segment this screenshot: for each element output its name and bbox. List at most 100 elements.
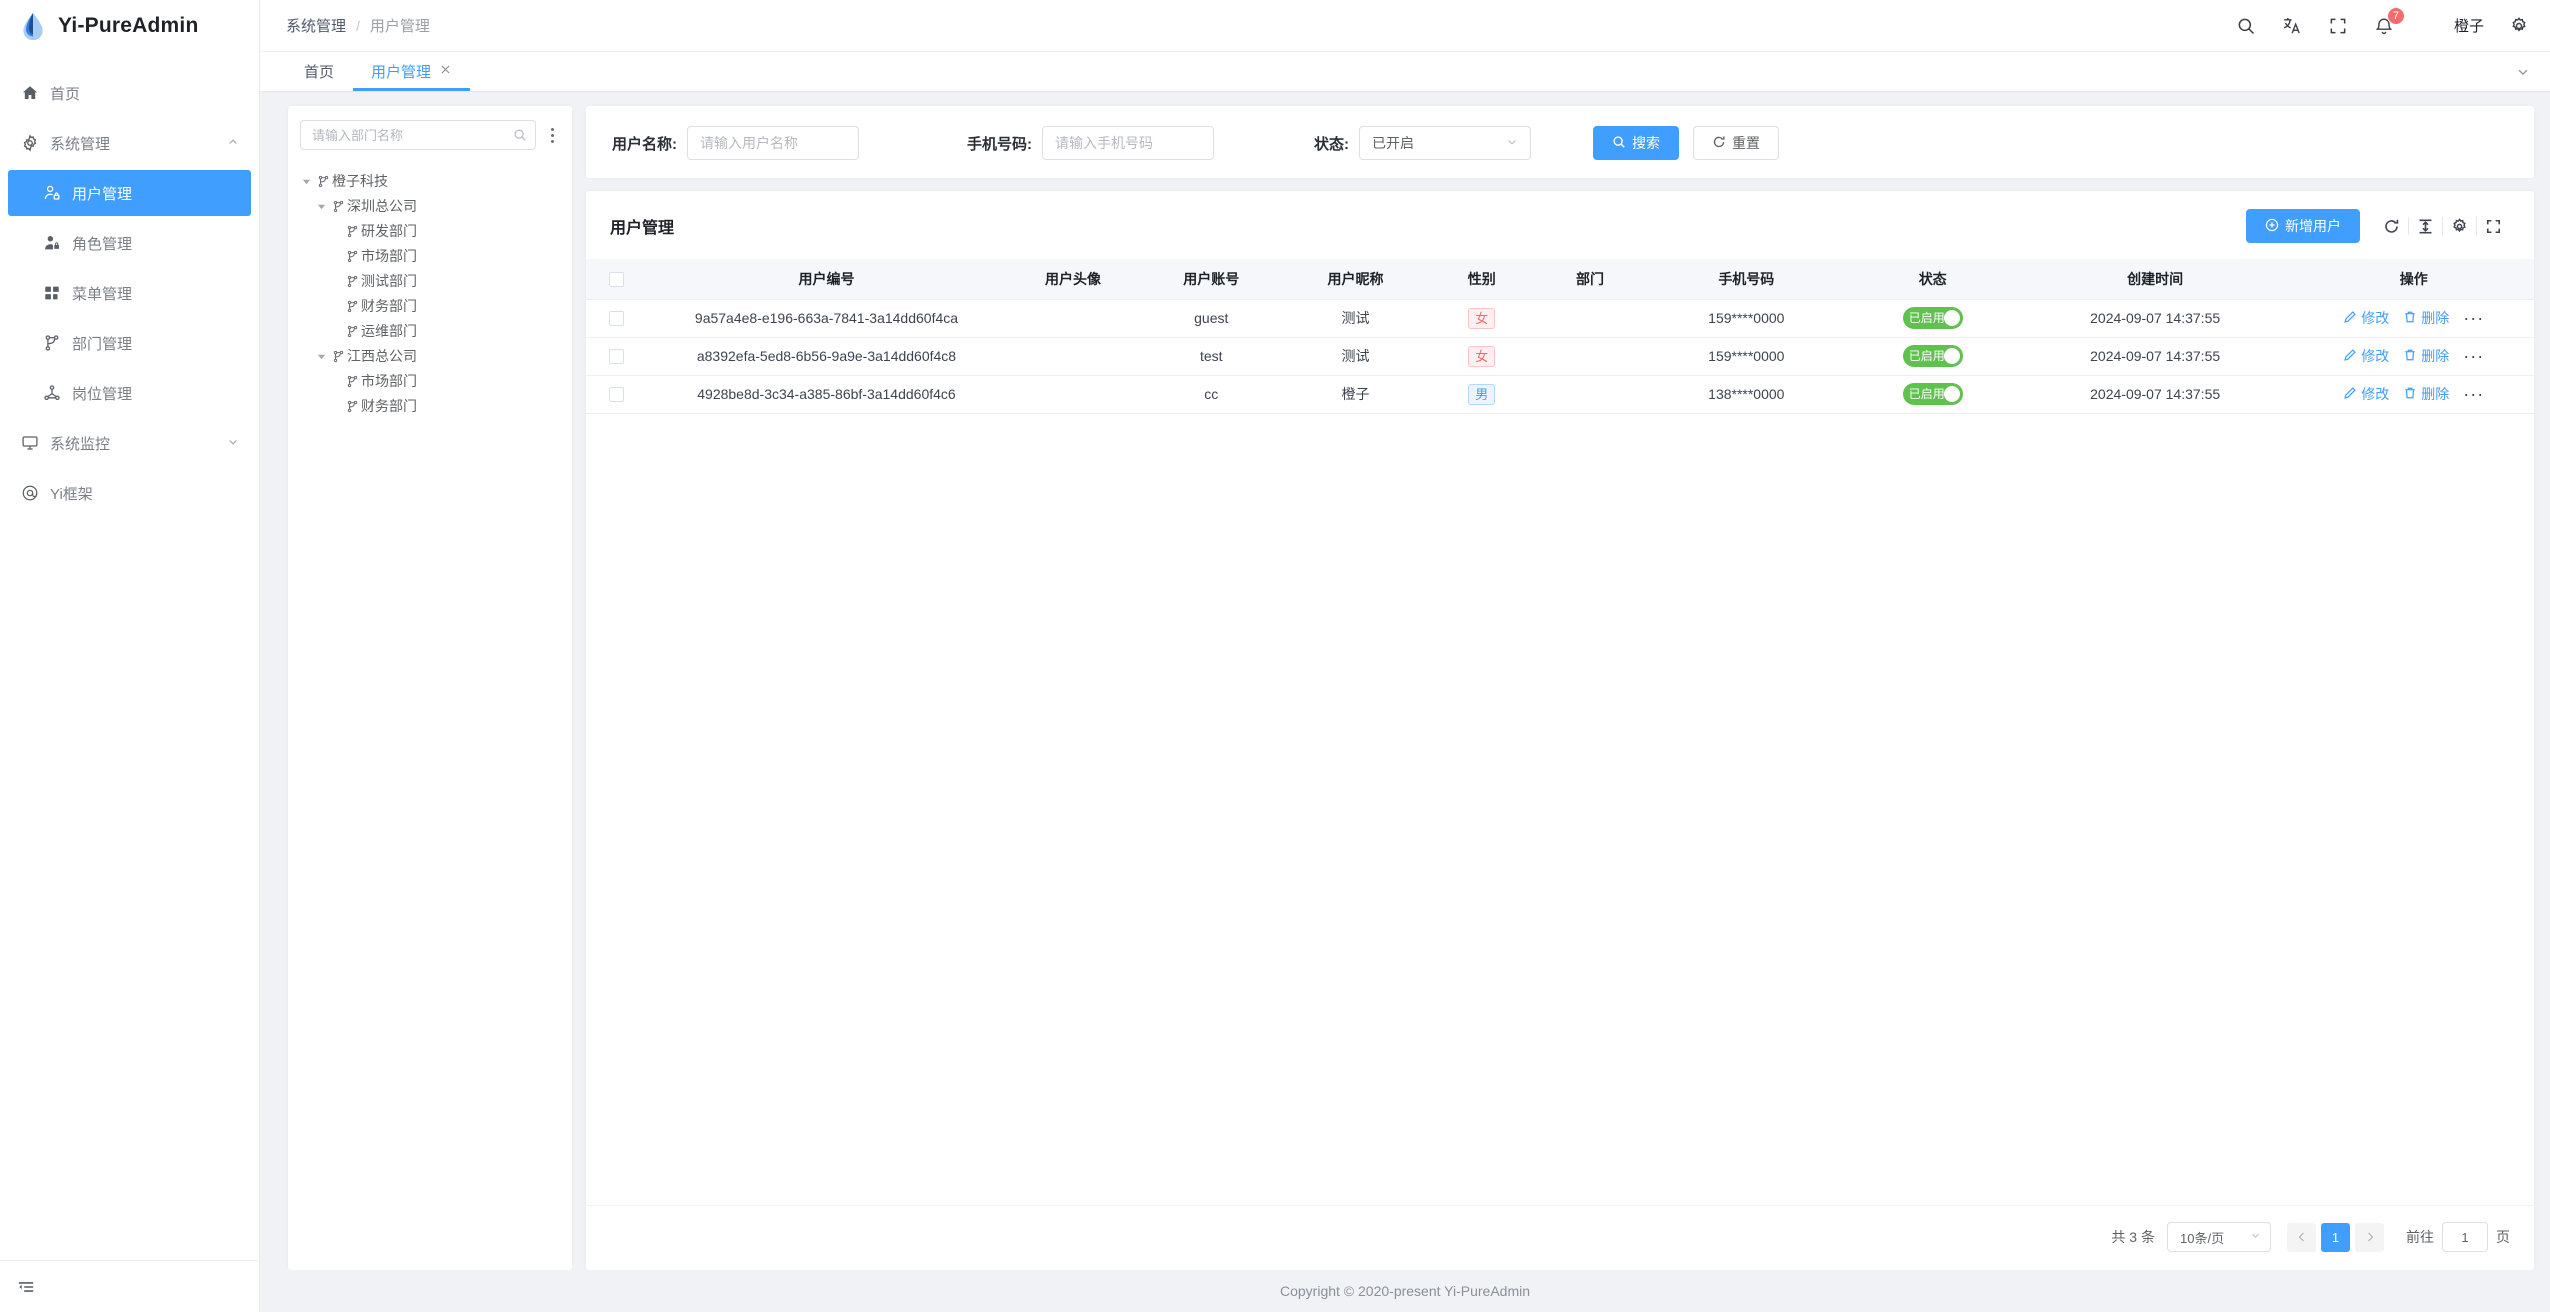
edit-button[interactable]: 修改 — [2343, 384, 2389, 404]
sidebar-item-label: 岗位管理 — [72, 385, 133, 403]
table-row[interactable]: a8392efa-5ed8-6b56-9a9e-3a14dd60f4c8 tes… — [586, 337, 2534, 376]
sidebar-item-user-management[interactable]: 用户管理 — [8, 170, 251, 216]
chevron-down-icon — [2250, 1230, 2261, 1244]
jump-input[interactable] — [2442, 1222, 2488, 1252]
search-icon[interactable] — [2235, 15, 2257, 37]
column-header-phone: 手机号码 — [1644, 259, 1849, 300]
chevron-down-icon[interactable] — [2496, 52, 2550, 91]
cell-avatar — [1006, 299, 1140, 338]
sidebar-item-system-monitor[interactable]: 系统监控 — [8, 420, 251, 466]
sidebar-item-menu-management[interactable]: 菜单管理 — [8, 270, 251, 316]
user-table: 用户编号 用户头像 用户账号 用户昵称 性别 部门 手机号码 状态 创建时间 操… — [586, 259, 2534, 414]
tab-home[interactable]: 首页 — [286, 52, 353, 91]
user-menu[interactable]: 橙子 — [2419, 13, 2484, 39]
status-toggle[interactable]: 已启用 — [1902, 383, 1963, 405]
tree-node-finance-dept-sz[interactable]: 财务部门 — [288, 296, 572, 316]
caret-down-icon[interactable] — [298, 177, 314, 186]
more-vertical-icon[interactable] — [542, 122, 562, 148]
search-icon — [513, 128, 527, 142]
bell-icon[interactable]: 7 — [2373, 6, 2405, 37]
status-field: 状态: 已开启 — [1314, 126, 1531, 160]
prev-page-button[interactable] — [2287, 1222, 2316, 1252]
delete-button[interactable]: 删除 — [2403, 346, 2449, 366]
sidebar-item-dept-management[interactable]: 部门管理 — [8, 320, 251, 366]
username-input[interactable] — [687, 126, 859, 160]
cell-dept — [1535, 299, 1645, 338]
select-all-checkbox[interactable] — [608, 272, 624, 288]
tree-node-test-dept[interactable]: 测试部门 — [288, 271, 572, 291]
row-checkbox[interactable] — [608, 311, 624, 327]
row-checkbox[interactable] — [608, 349, 624, 365]
ellipsis-icon[interactable]: ··· — [2463, 308, 2485, 328]
column-header-gender: 性别 — [1427, 259, 1536, 300]
page-size-value: 10条/页 — [2180, 1230, 2225, 1246]
tree-node-label: 市场部门 — [361, 373, 417, 389]
dept-search-input[interactable] — [312, 127, 507, 143]
content-area: 橙子科技 深圳总公司 — [260, 92, 2550, 1270]
tree-node-jiangxi-hq[interactable]: 江西总公司 — [288, 346, 572, 366]
tree-node-rd-dept[interactable]: 研发部门 — [288, 221, 572, 241]
branch-icon — [344, 300, 360, 313]
page-button-1[interactable]: 1 — [2321, 1222, 2350, 1252]
brand[interactable]: Yi-PureAdmin — [0, 0, 259, 52]
delete-button[interactable]: 删除 — [2403, 384, 2449, 404]
sidebar-item-role-management[interactable]: 角色管理 — [8, 220, 251, 266]
main-area: 系统管理 / 用户管理 — [260, 0, 2550, 1312]
ellipsis-icon[interactable]: ··· — [2463, 384, 2485, 404]
sidebar-item-yi-framework[interactable]: Yi框架 — [8, 470, 251, 516]
status-toggle[interactable]: 已启用 — [1902, 307, 1963, 329]
search-button[interactable]: 搜索 — [1593, 126, 1679, 160]
status-toggle[interactable]: 已启用 — [1902, 345, 1963, 367]
collapse-sidebar-icon[interactable] — [16, 1277, 35, 1296]
sidebar-item-system-management[interactable]: 系统管理 — [8, 120, 251, 166]
tree-node-market-dept-sz[interactable]: 市场部门 — [288, 246, 572, 266]
tree-node-ops-dept[interactable]: 运维部门 — [288, 321, 572, 341]
gender-tag: 男 — [1468, 383, 1496, 405]
tree-node-shenzhen-hq[interactable]: 深圳总公司 — [288, 196, 572, 216]
delete-button[interactable]: 删除 — [2403, 308, 2449, 328]
edit-button[interactable]: 修改 — [2343, 346, 2389, 366]
translate-icon[interactable] — [2281, 15, 2303, 37]
density-icon[interactable] — [2408, 211, 2442, 241]
jump-suffix: 页 — [2496, 1229, 2510, 1245]
cell-actions: 修改 删除 ··· — [2293, 299, 2534, 338]
trash-icon — [2403, 348, 2417, 365]
refresh-icon[interactable] — [2374, 211, 2408, 241]
phone-label: 手机号码: — [967, 135, 1032, 153]
caret-down-icon[interactable] — [313, 202, 329, 211]
table-row[interactable]: 9a57a4e8-e196-663a-7841-3a14dd60f4ca gue… — [586, 299, 2534, 338]
caret-down-icon[interactable] — [313, 352, 329, 361]
fullscreen-icon[interactable] — [2476, 211, 2510, 241]
status-select[interactable]: 已开启 — [1359, 126, 1531, 160]
next-page-button[interactable] — [2355, 1222, 2384, 1252]
delete-label: 删除 — [2421, 310, 2450, 326]
edit-button[interactable]: 修改 — [2343, 308, 2389, 328]
dept-search-box[interactable] — [300, 120, 536, 150]
ellipsis-icon[interactable]: ··· — [2463, 346, 2485, 366]
gear-icon[interactable] — [2508, 15, 2530, 37]
home-icon — [20, 84, 39, 103]
avatar — [1058, 342, 1087, 371]
cell-created: 2024-09-07 14:37:55 — [2016, 375, 2294, 414]
breadcrumb-item-0[interactable]: 系统管理 — [286, 18, 347, 35]
phone-input[interactable] — [1042, 126, 1214, 160]
tree-node-market-dept-jx[interactable]: 市场部门 — [288, 371, 572, 391]
branch-icon — [344, 275, 360, 288]
row-checkbox[interactable] — [608, 387, 624, 403]
sidebar-item-post-management[interactable]: 岗位管理 — [8, 370, 251, 416]
avatar — [1058, 304, 1087, 333]
add-user-button[interactable]: 新增用户 — [2246, 209, 2360, 243]
page-size-select[interactable]: 10条/页 — [2167, 1222, 2271, 1252]
sidebar-item-home[interactable]: 首页 — [8, 70, 251, 116]
close-icon[interactable] — [439, 63, 452, 80]
fullscreen-icon[interactable] — [2327, 15, 2349, 37]
tab-user-management[interactable]: 用户管理 — [353, 52, 471, 91]
tree-node-orange-tech[interactable]: 橙子科技 — [288, 171, 572, 191]
tree-node-label: 市场部门 — [361, 248, 417, 264]
sidebar-item-label: Yi框架 — [50, 485, 93, 503]
table-row[interactable]: 4928be8d-3c34-a385-86bf-3a14dd60f4c6 cc … — [586, 375, 2534, 414]
tree-node-finance-dept-jx[interactable]: 财务部门 — [288, 396, 572, 416]
trash-icon — [2403, 386, 2417, 403]
reset-button[interactable]: 重置 — [1693, 126, 1779, 160]
column-settings-icon[interactable] — [2442, 211, 2476, 241]
